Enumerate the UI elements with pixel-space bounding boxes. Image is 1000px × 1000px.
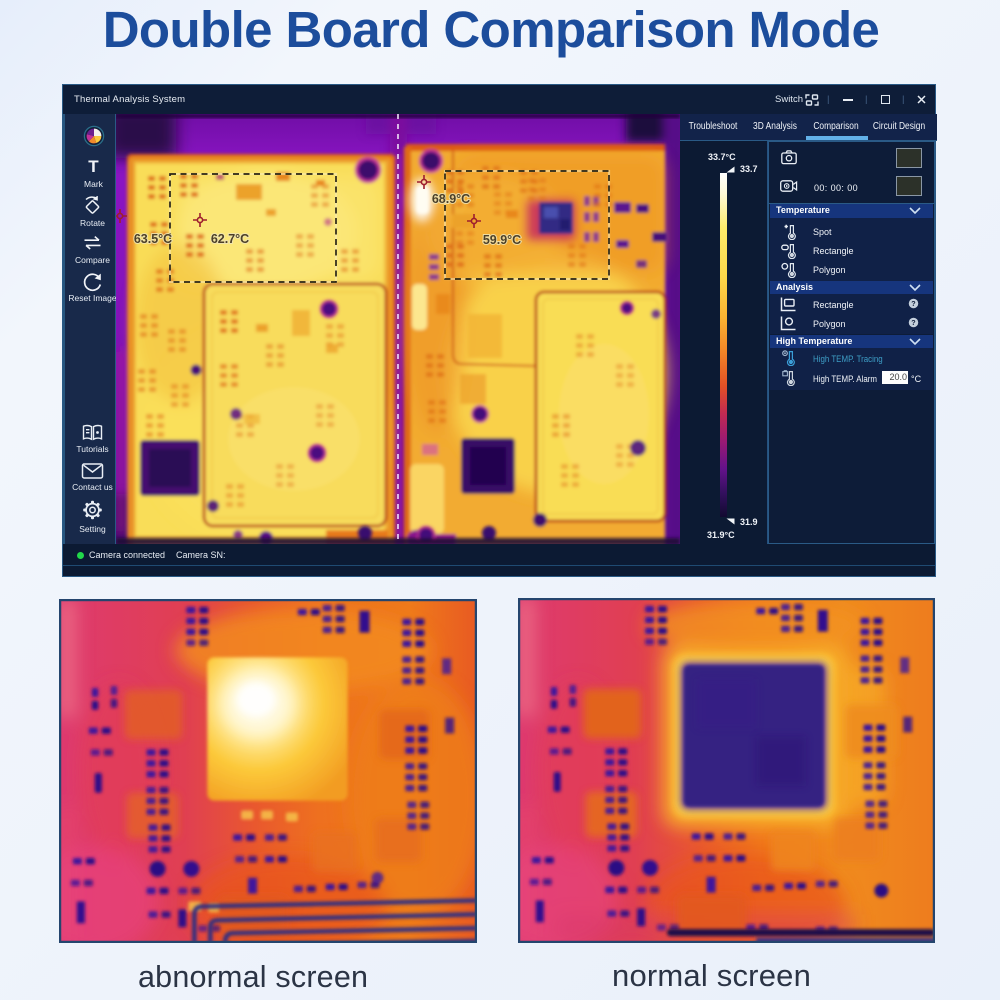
svg-text:?: ?	[911, 318, 915, 327]
svg-text:63.5°C: 63.5°C	[134, 232, 172, 246]
svg-text:68.9°C: 68.9°C	[432, 192, 470, 206]
svg-text:62.7°C: 62.7°C	[211, 232, 249, 246]
svg-text:?: ?	[911, 299, 915, 308]
svg-text:59.9°C: 59.9°C	[483, 233, 521, 247]
